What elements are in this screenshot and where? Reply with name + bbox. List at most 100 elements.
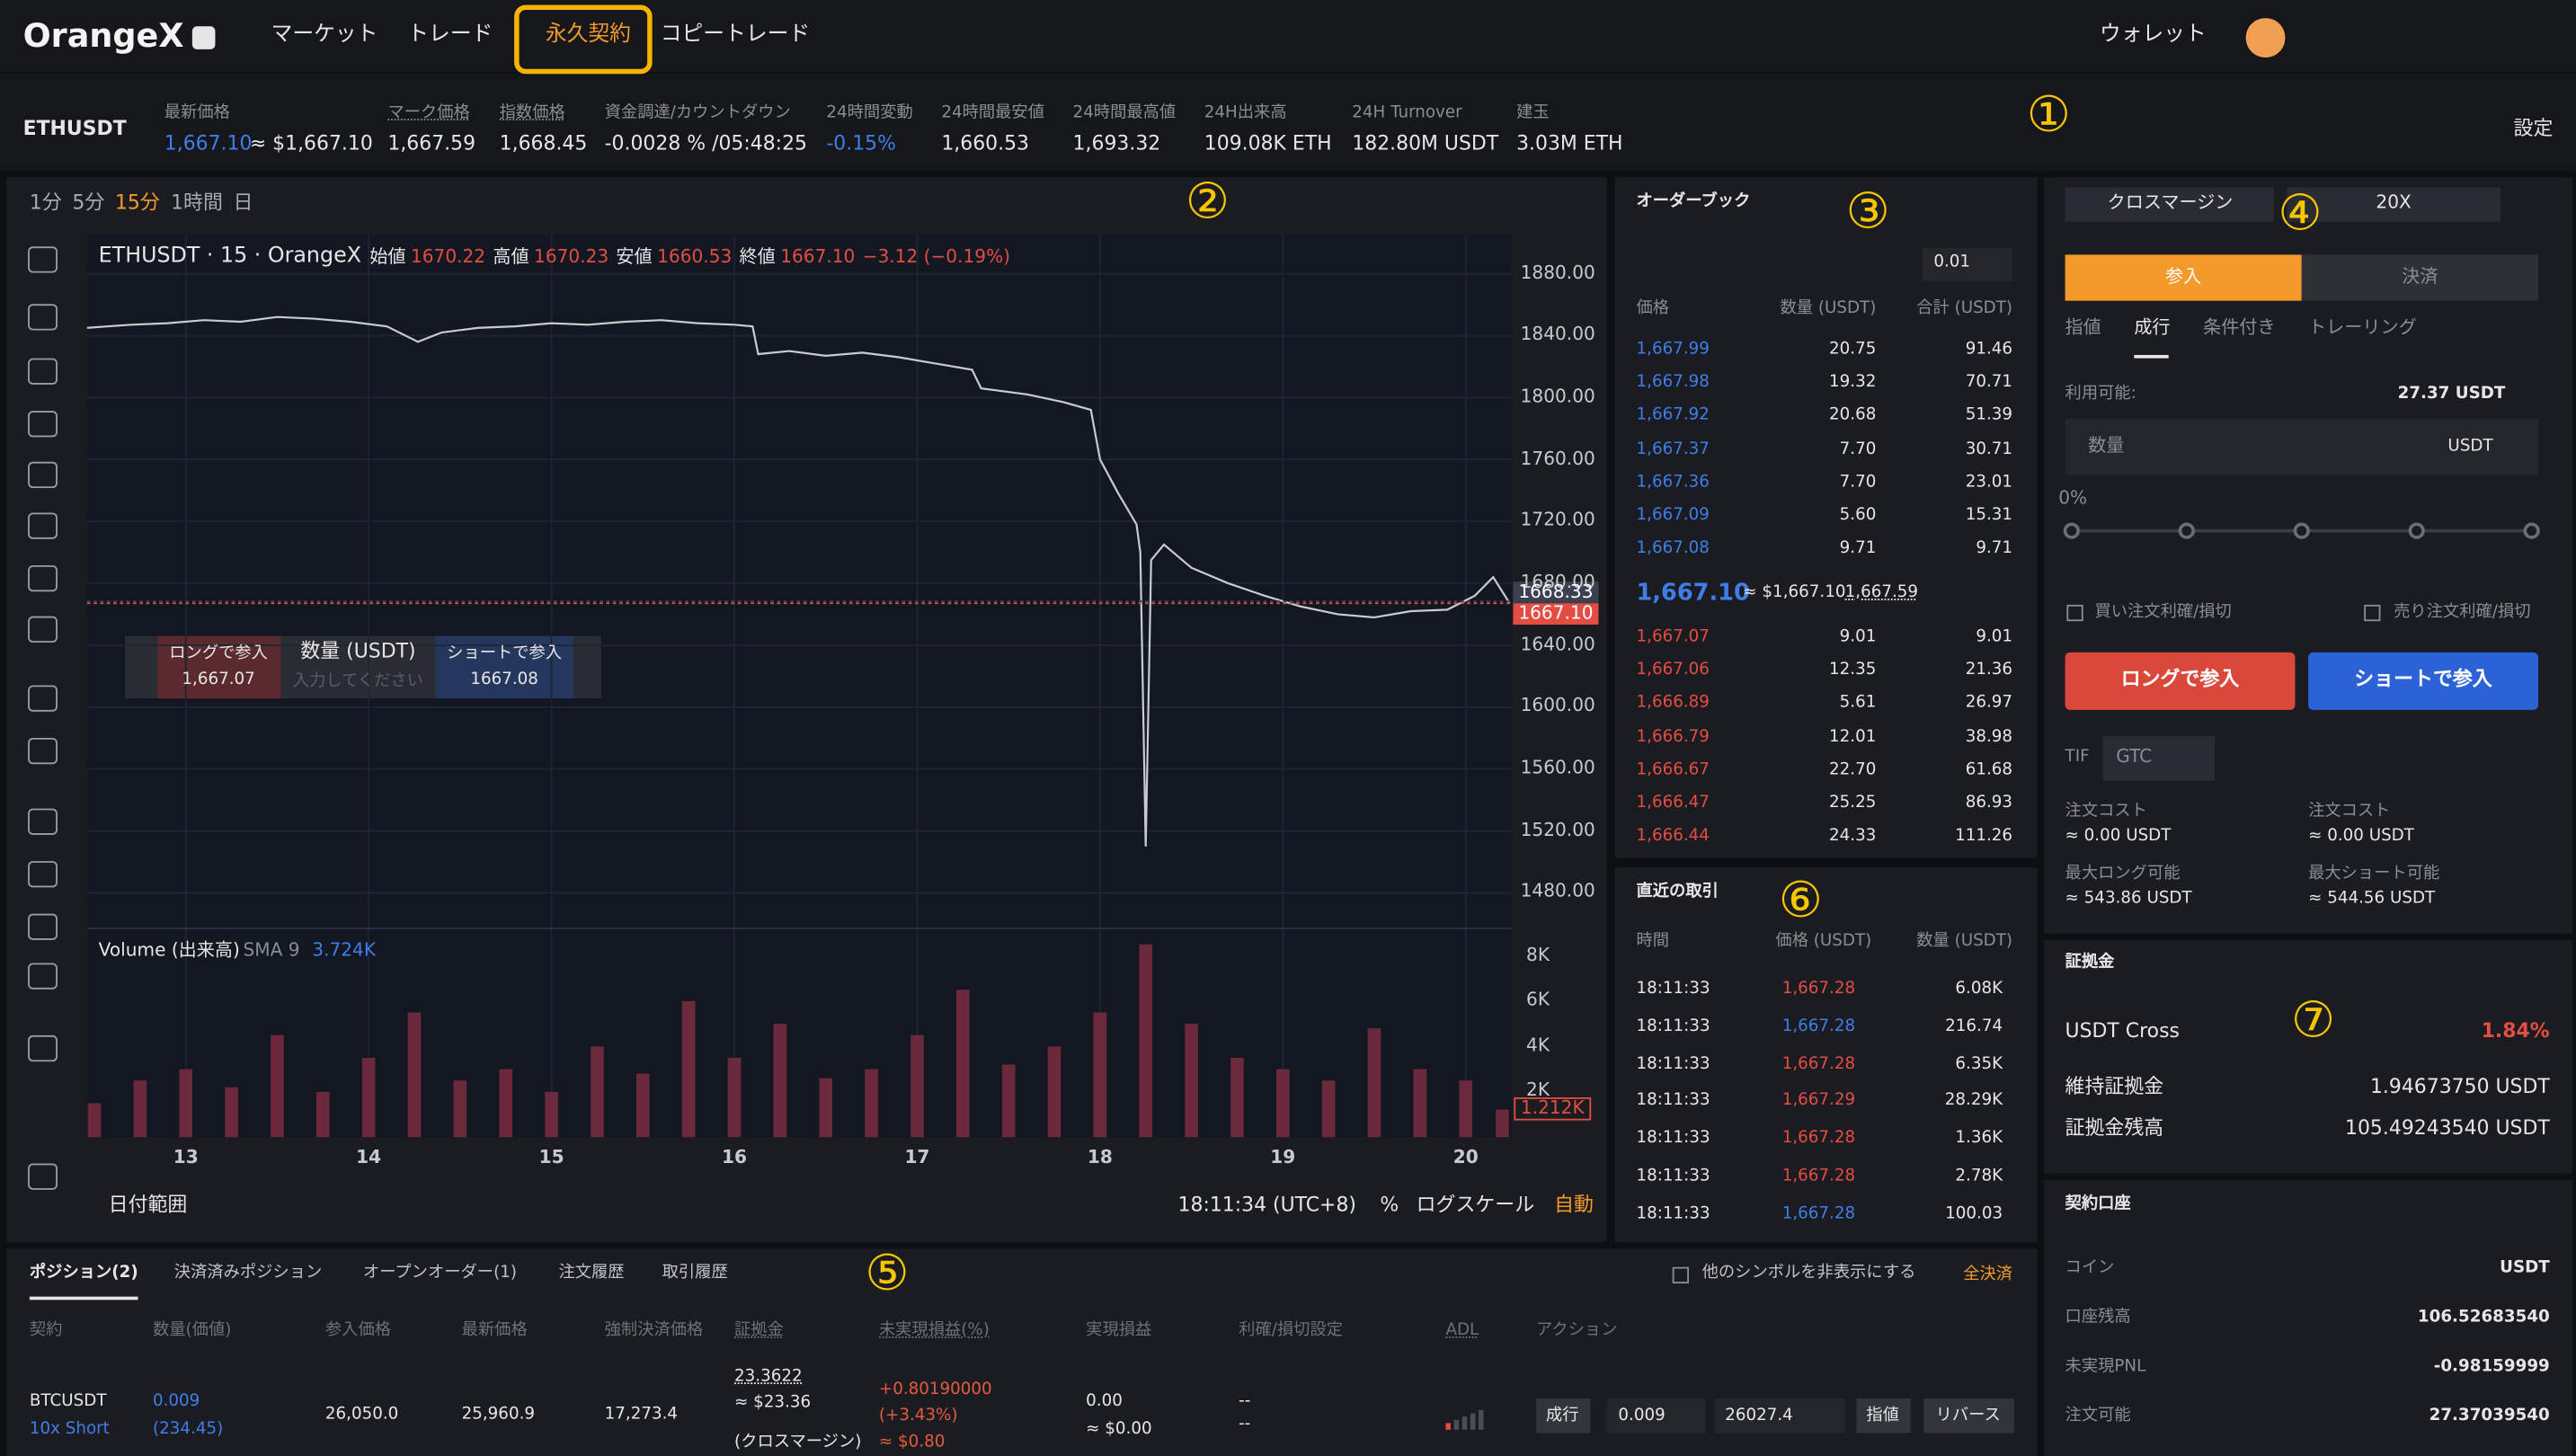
nav-item[interactable]: コピートレード [660, 22, 811, 48]
trade-time: 18:11:33 [1636, 1092, 1710, 1111]
tif-value[interactable]: GTC [2116, 745, 2153, 768]
volume-bar [1093, 1012, 1107, 1138]
margin-mode-select[interactable]: USDT Cross [2065, 1018, 2180, 1043]
positions-tab[interactable]: 取引履歴 [662, 1264, 728, 1283]
step-select[interactable]: 0.01 [1933, 253, 1971, 272]
checkbox[interactable] [2364, 604, 2381, 622]
book-total: 21.36 [1965, 661, 2013, 679]
settings[interactable]: 設定 [2513, 117, 2554, 140]
step-select[interactable] [1922, 248, 2013, 281]
market-btn[interactable] [1536, 1398, 1591, 1434]
slider-dot[interactable] [2178, 522, 2195, 539]
tab[interactable]: 参入 [2165, 265, 2202, 288]
nav-item[interactable]: トレード [407, 22, 493, 48]
leverage[interactable]: 20X [2376, 191, 2412, 214]
order-type[interactable]: トレーリング [2308, 316, 2417, 339]
tool-icon[interactable] [28, 304, 58, 331]
order-type[interactable]: 成行 [2134, 316, 2171, 339]
limit-label[interactable]: 指値 [1866, 1407, 1899, 1425]
book-price: 1,667.98 [1636, 373, 1710, 392]
positions-tab[interactable]: ポジション(2) [29, 1264, 138, 1283]
tool-icon[interactable] [28, 411, 58, 438]
short-label[interactable]: ショートで参入 [2354, 667, 2492, 691]
tool-icon[interactable] [28, 1034, 58, 1062]
margin-value: 1.94673750 USDT [2369, 1074, 2550, 1098]
tool-icon[interactable] [28, 861, 58, 888]
interval[interactable]: 5分 [72, 191, 105, 214]
tab[interactable]: 決済 [2402, 265, 2438, 288]
percent-toggle[interactable]: % [1380, 1193, 1399, 1217]
slider-dot[interactable] [2408, 522, 2425, 539]
apps-icon[interactable] [191, 26, 216, 49]
interval[interactable]: 15分 [114, 191, 160, 214]
long-button[interactable] [2065, 652, 2296, 710]
margin-mode[interactable]: クロスマージン [2107, 191, 2234, 214]
tool-icon[interactable] [28, 564, 58, 592]
date-range[interactable]: 日付範囲 [108, 1193, 188, 1217]
tif-select[interactable] [2102, 736, 2215, 781]
quick-short-label[interactable]: ショートで参入 [447, 644, 563, 663]
cost-label: 最大ショート可能 [2308, 865, 2440, 883]
close-all[interactable]: 全決済 [1963, 1265, 2013, 1284]
interval[interactable]: 1分 [29, 191, 62, 214]
interval[interactable]: 1時間 [171, 191, 223, 214]
qty-input[interactable] [2065, 419, 2538, 475]
interval[interactable]: 日 [233, 191, 253, 214]
tool-icon[interactable] [28, 808, 58, 835]
slider-dot[interactable] [2293, 522, 2310, 539]
positions-tab[interactable]: 注文履歴 [558, 1264, 625, 1283]
tool-icon[interactable] [28, 963, 58, 990]
long-label[interactable]: ロングで参入 [2120, 667, 2240, 691]
avatar[interactable] [2245, 18, 2286, 58]
short-button[interactable] [2308, 652, 2538, 710]
qty-unit[interactable]: USDT [2447, 437, 2493, 456]
tab-open[interactable] [2065, 254, 2302, 301]
checkbox[interactable] [1672, 1266, 1689, 1284]
leverage-btn[interactable] [2287, 187, 2500, 222]
tool-icon[interactable] [28, 1163, 58, 1190]
tool-icon[interactable] [28, 616, 58, 643]
quick-long[interactable] [157, 635, 281, 699]
reverse-btn[interactable] [1923, 1398, 2014, 1434]
positions-tab[interactable]: オープンオーダー(1) [362, 1264, 517, 1283]
wallet-menu[interactable]: ウォレット [2099, 22, 2207, 48]
book-total: 15.31 [1965, 506, 2013, 525]
tool-icon[interactable] [28, 913, 58, 940]
nav-item[interactable]: マーケット [271, 22, 378, 48]
checkbox[interactable] [2066, 604, 2083, 622]
y-tick-label: 6K [1526, 989, 1550, 1011]
order-type[interactable]: 指値 [2065, 316, 2101, 339]
qty-input-value[interactable]: 0.009 [1618, 1407, 1666, 1425]
order-type[interactable]: 条件付き [2203, 316, 2276, 339]
tool-icon[interactable] [28, 685, 58, 712]
tool-icon[interactable] [28, 737, 58, 765]
hide-others[interactable]: 他のシンボルを非表示にする [1701, 1264, 1916, 1283]
symbol-select[interactable]: ETHUSDT [22, 117, 127, 140]
quick-long-label[interactable]: ロングで参入 [169, 644, 268, 663]
reverse-label[interactable]: リバース [1935, 1407, 2001, 1425]
auto-toggle[interactable]: 自動 [1554, 1193, 1594, 1217]
price-marker-label: 1668.33 [1518, 581, 1594, 603]
quick-short[interactable] [435, 635, 573, 699]
slider-dot[interactable] [2523, 522, 2540, 539]
trade-price: 1,667.28 [1781, 1204, 1856, 1223]
qty-field[interactable] [1606, 1398, 1706, 1434]
nav-item[interactable]: 永久契約 [545, 22, 631, 48]
positions-tab[interactable]: 決済済みポジション [173, 1264, 323, 1283]
tool-icon[interactable] [28, 358, 58, 385]
tool-icon[interactable] [28, 461, 58, 489]
slider-dot[interactable] [2063, 522, 2081, 539]
tool-icon[interactable] [28, 246, 58, 273]
price-input-value[interactable]: 26027.4 [1725, 1407, 1793, 1425]
account-label: 注文可能 [2065, 1407, 2131, 1425]
volume-bar [271, 1034, 284, 1138]
market-label[interactable]: 成行 [1545, 1407, 1579, 1425]
tab-close[interactable] [2301, 254, 2538, 301]
tool-icon[interactable] [28, 512, 58, 539]
price-field[interactable] [1715, 1398, 1845, 1434]
log-toggle[interactable]: ログスケール [1416, 1193, 1535, 1217]
limit-btn[interactable] [1856, 1398, 1911, 1434]
margin-mode-btn[interactable] [2065, 187, 2274, 222]
stat-value: 1,693.32 [1072, 131, 1161, 155]
volume-bar [315, 1091, 330, 1138]
